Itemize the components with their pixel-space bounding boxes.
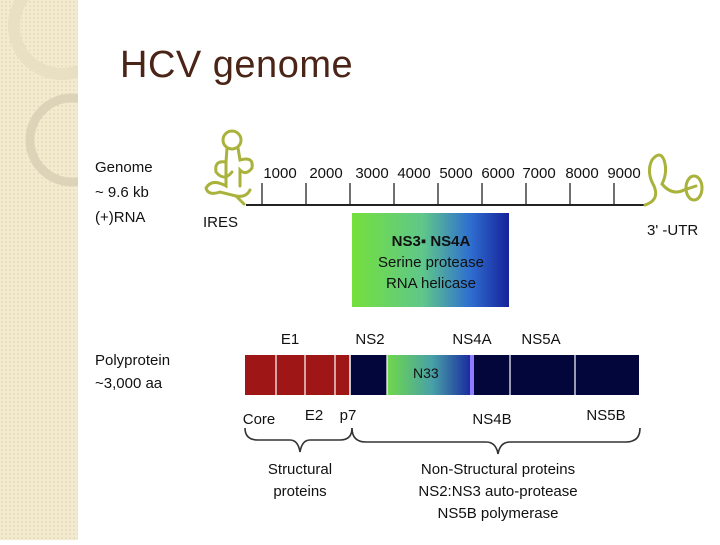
nonstructural-label-line2: NS2:NS3 auto-protease bbox=[418, 483, 577, 500]
label-e2: E2 bbox=[305, 407, 323, 424]
segment-ns4a bbox=[470, 355, 474, 395]
label-core: Core bbox=[243, 411, 276, 428]
polyprotein-inner-label: N33 bbox=[413, 365, 439, 381]
label-ns2: NS2 bbox=[355, 331, 384, 348]
genome-label-line2: ~ 9.6 kb bbox=[95, 184, 149, 201]
structural-brace bbox=[244, 427, 353, 453]
scale-tick-1000: 1000 bbox=[263, 165, 296, 182]
polyprotein-label-line2: ~3,000 aa bbox=[95, 375, 163, 392]
label-e1: E1 bbox=[281, 331, 299, 348]
ns3-box-line2: Serine protease bbox=[378, 254, 484, 271]
structural-label-line1: Structural bbox=[268, 461, 332, 478]
utr-stem-loop bbox=[643, 153, 704, 207]
ires-stem-loop bbox=[204, 129, 254, 206]
scale-tick-6000: 6000 bbox=[481, 165, 514, 182]
ns3-box-line3: RNA helicase bbox=[386, 275, 476, 292]
label-p7: p7 bbox=[340, 407, 357, 424]
scale-tick-9000: 9000 bbox=[607, 165, 640, 182]
scale-tick-3000: 3000 bbox=[355, 165, 388, 182]
polyprotein-bar bbox=[245, 355, 639, 395]
ns3-ns4a-box bbox=[352, 213, 509, 307]
genome-scale bbox=[246, 183, 645, 206]
scale-tick-2000: 2000 bbox=[309, 165, 342, 182]
scale-tick-7000: 7000 bbox=[522, 165, 555, 182]
nonstructural-brace bbox=[351, 427, 641, 455]
label-ns5a: NS5A bbox=[521, 331, 560, 348]
segment-ns3 bbox=[387, 355, 470, 395]
polyprotein-label-line1: Polyprotein bbox=[95, 352, 170, 369]
decorative-sidebar bbox=[0, 0, 119, 540]
label-ns4a: NS4A bbox=[452, 331, 491, 348]
scale-tick-8000: 8000 bbox=[565, 165, 598, 182]
ns3-box-line1: NS3▪ NS4A bbox=[392, 233, 471, 250]
scale-tick-4000: 4000 bbox=[397, 165, 430, 182]
label-ns4b: NS4B bbox=[472, 411, 511, 428]
structural-label-line2: proteins bbox=[273, 483, 326, 500]
genome-label-line3: (+)RNA bbox=[95, 209, 145, 226]
genome-label-line1: Genome bbox=[95, 159, 153, 176]
label-ns5b: NS5B bbox=[586, 407, 625, 424]
ires-label: IRES bbox=[203, 214, 238, 231]
scale-tick-5000: 5000 bbox=[439, 165, 472, 182]
slide-title: HCV genome bbox=[120, 44, 354, 86]
nonstructural-label-line1: Non-Structural proteins bbox=[421, 461, 575, 478]
nonstructural-label-line3: NS5B polymerase bbox=[438, 505, 559, 522]
segment-structural bbox=[245, 355, 350, 395]
utr-label: 3' -UTR bbox=[647, 222, 698, 239]
